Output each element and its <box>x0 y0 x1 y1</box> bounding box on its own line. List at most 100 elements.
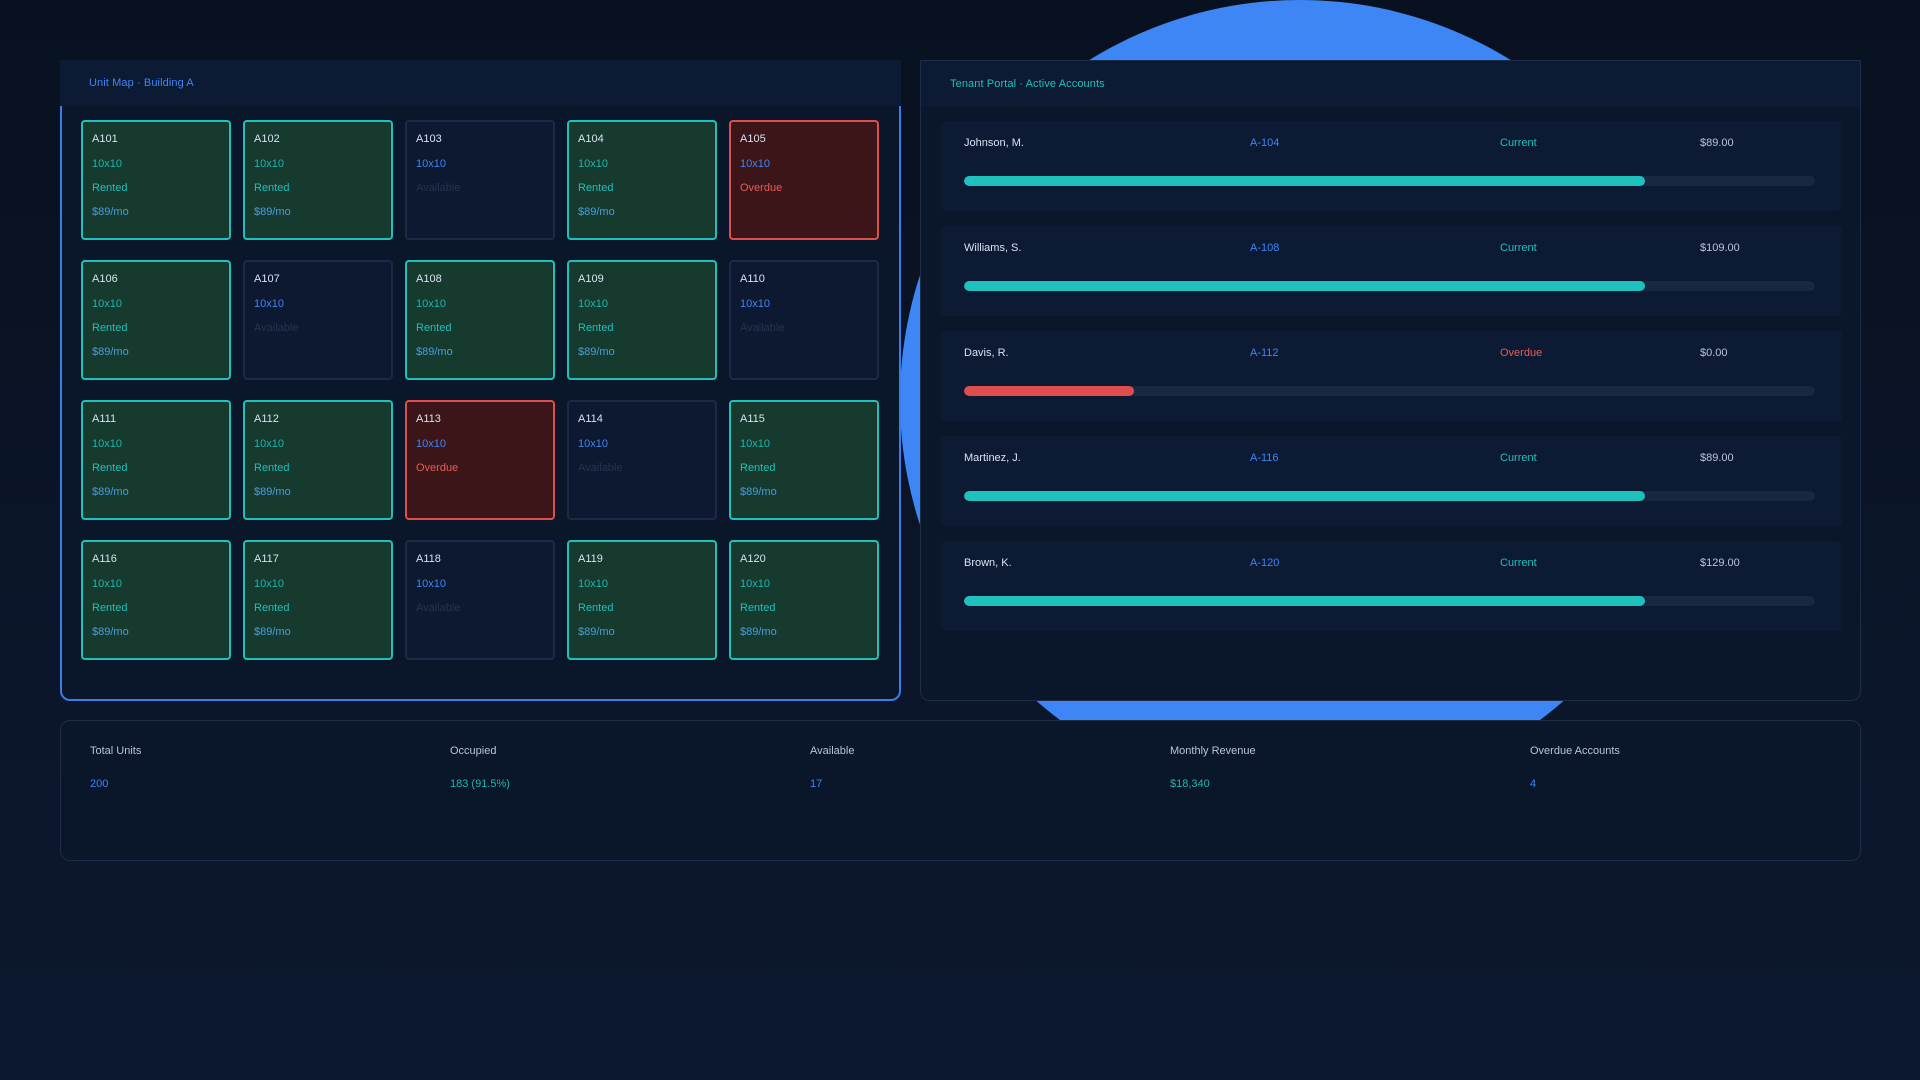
stat-label: Available <box>810 745 855 757</box>
unit-card[interactable]: A117 10x10 Rented $89/mo <box>243 540 393 660</box>
tenant-status: Current <box>1500 452 1537 464</box>
payment-progress-bar <box>964 491 1815 501</box>
payment-progress-bar <box>964 596 1815 606</box>
unit-status: Available <box>416 182 461 194</box>
unit-status: Available <box>740 322 785 334</box>
unit-size: 10x10 <box>578 438 608 450</box>
summary-stat: Occupied 183 (91.5%) <box>450 745 510 790</box>
stat-label: Monthly Revenue <box>1170 745 1256 757</box>
payment-progress-bar <box>964 281 1815 291</box>
unit-card[interactable]: A116 10x10 Rented $89/mo <box>81 540 231 660</box>
unit-status: Rented <box>740 462 776 474</box>
unit-size: 10x10 <box>740 298 770 310</box>
tenant-row[interactable]: Brown, K. A-120 Current $129.00 <box>941 541 1842 631</box>
unit-card[interactable]: A104 10x10 Rented $89/mo <box>567 120 717 240</box>
unit-status: Rented <box>92 322 128 334</box>
unit-status: Available <box>416 602 461 614</box>
stat-value: 17 <box>810 778 823 790</box>
payment-progress-fill <box>964 596 1645 606</box>
tenant-row[interactable]: Johnson, M. A-104 Current $89.00 <box>941 121 1842 211</box>
payment-progress-bar <box>964 176 1815 186</box>
unit-price: $89/mo <box>254 626 291 638</box>
unit-id: A113 <box>416 413 441 425</box>
tenant-row[interactable]: Davis, R. A-112 Overdue $0.00 <box>941 331 1842 421</box>
unit-price: $89/mo <box>740 486 777 498</box>
unit-grid: A101 10x10 Rented $89/mo A102 10x10 Rented $89/… <box>81 120 879 660</box>
unit-status: Rented <box>254 602 290 614</box>
unit-size: 10x10 <box>416 438 446 450</box>
stat-value: 183 (91.5%) <box>450 778 510 790</box>
stat-value: 200 <box>90 778 109 790</box>
unit-price: $89/mo <box>254 486 291 498</box>
unit-price: $89/mo <box>92 626 129 638</box>
unit-size: 10x10 <box>92 438 122 450</box>
tenant-unit: A-116 <box>1250 452 1279 464</box>
unit-card[interactable]: A120 10x10 Rented $89/mo <box>729 540 879 660</box>
unit-card[interactable]: A103 10x10 Available <box>405 120 555 240</box>
unit-card[interactable]: A108 10x10 Rented $89/mo <box>405 260 555 380</box>
unit-status: Rented <box>92 462 128 474</box>
tenant-status: Current <box>1500 137 1537 149</box>
unit-card[interactable]: A114 10x10 Available <box>567 400 717 520</box>
tenant-portal-title: Tenant Portal · Active Accounts <box>921 61 1860 107</box>
unit-card[interactable]: A101 10x10 Rented $89/mo <box>81 120 231 240</box>
unit-price: $89/mo <box>92 486 129 498</box>
unit-card[interactable]: A112 10x10 Rented $89/mo <box>243 400 393 520</box>
unit-price: $89/mo <box>92 346 129 358</box>
payment-progress-fill <box>964 176 1645 186</box>
unit-id: A101 <box>92 133 118 145</box>
unit-id: A120 <box>740 553 766 565</box>
unit-id: A105 <box>740 133 766 145</box>
unit-size: 10x10 <box>740 158 770 170</box>
tenant-name: Brown, K. <box>964 557 1012 569</box>
unit-price: $89/mo <box>92 206 129 218</box>
stat-label: Occupied <box>450 745 497 757</box>
unit-id: A118 <box>416 553 441 565</box>
stat-value: $18,340 <box>1170 778 1210 790</box>
unit-size: 10x10 <box>254 298 284 310</box>
tenant-name: Johnson, M. <box>964 137 1024 149</box>
tenant-row[interactable]: Williams, S. A-108 Current $109.00 <box>941 226 1842 316</box>
unit-id: A109 <box>578 273 604 285</box>
unit-status: Rented <box>740 602 776 614</box>
unit-size: 10x10 <box>578 578 608 590</box>
unit-card[interactable]: A111 10x10 Rented $89/mo <box>81 400 231 520</box>
tenant-portal-panel: Tenant Portal · Active Accounts Johnson,… <box>920 60 1861 701</box>
unit-id: A102 <box>254 133 280 145</box>
summary-stat: Total Units 200 <box>90 745 141 790</box>
unit-status: Overdue <box>416 462 459 474</box>
tenant-unit: A-104 <box>1250 137 1280 149</box>
unit-status: Rented <box>416 322 452 334</box>
unit-id: A116 <box>92 553 117 565</box>
unit-card[interactable]: A106 10x10 Rented $89/mo <box>81 260 231 380</box>
tenant-row[interactable]: Martinez, J. A-116 Current $89.00 <box>941 436 1842 526</box>
unit-price: $89/mo <box>578 626 615 638</box>
unit-size: 10x10 <box>254 438 284 450</box>
summary-stat: Overdue Accounts 4 <box>1530 745 1620 790</box>
unit-size: 10x10 <box>92 158 122 170</box>
payment-progress-bar <box>964 386 1815 396</box>
tenant-amount: $89.00 <box>1700 452 1734 464</box>
tenant-name: Martinez, J. <box>964 452 1021 464</box>
unit-status: Rented <box>92 182 128 194</box>
unit-card[interactable]: A109 10x10 Rented $89/mo <box>567 260 717 380</box>
unit-card[interactable]: A115 10x10 Rented $89/mo <box>729 400 879 520</box>
unit-card[interactable]: A102 10x10 Rented $89/mo <box>243 120 393 240</box>
tenant-status: Overdue <box>1500 347 1543 359</box>
unit-card[interactable]: A105 10x10 Overdue <box>729 120 879 240</box>
unit-map-title: Unit Map · Building A <box>60 60 901 106</box>
unit-card[interactable]: A119 10x10 Rented $89/mo <box>567 540 717 660</box>
unit-card[interactable]: A118 10x10 Available <box>405 540 555 660</box>
unit-id: A114 <box>578 413 603 425</box>
unit-card[interactable]: A113 10x10 Overdue <box>405 400 555 520</box>
stat-value: 4 <box>1530 778 1537 790</box>
unit-status: Rented <box>92 602 128 614</box>
unit-size: 10x10 <box>416 298 446 310</box>
tenant-amount: $0.00 <box>1700 347 1728 359</box>
unit-price: $89/mo <box>416 346 453 358</box>
unit-card[interactable]: A110 10x10 Available <box>729 260 879 380</box>
unit-card[interactable]: A107 10x10 Available <box>243 260 393 380</box>
unit-size: 10x10 <box>92 578 122 590</box>
stat-label: Overdue Accounts <box>1530 745 1620 757</box>
unit-id: A110 <box>740 273 765 285</box>
